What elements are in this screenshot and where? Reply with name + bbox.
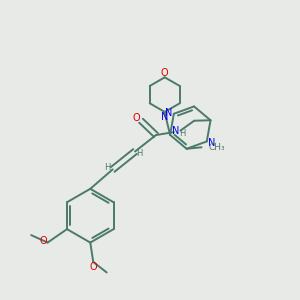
- Text: N: N: [165, 108, 173, 118]
- Text: N: N: [172, 126, 179, 136]
- Text: O: O: [161, 68, 169, 77]
- Text: H: H: [179, 129, 185, 138]
- Text: O: O: [39, 236, 46, 246]
- Text: N: N: [208, 138, 215, 148]
- Text: CH₃: CH₃: [208, 143, 225, 152]
- Text: H: H: [136, 149, 143, 158]
- Text: O: O: [133, 113, 140, 123]
- Text: O: O: [89, 262, 97, 272]
- Text: N: N: [161, 112, 168, 122]
- Text: H: H: [104, 163, 110, 172]
